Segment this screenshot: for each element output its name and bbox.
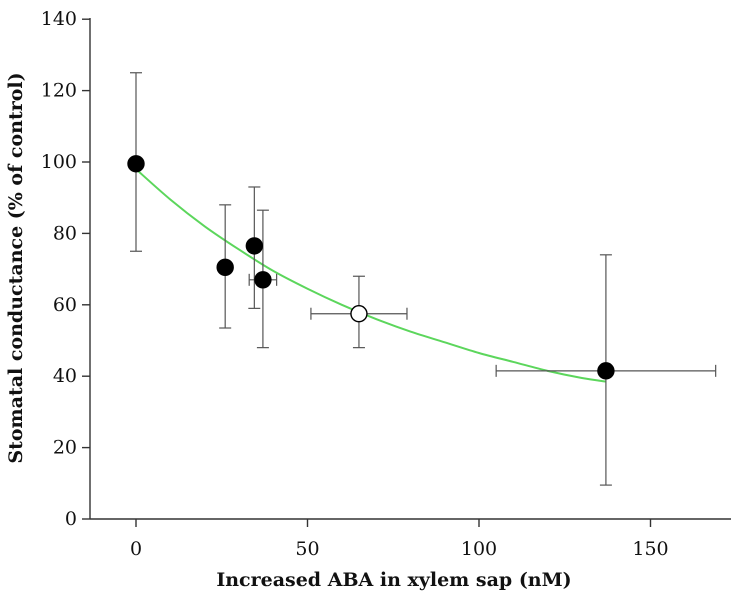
y-tick-label: 80 [53, 222, 77, 244]
y-tick-label: 20 [53, 437, 77, 459]
y-ticks: 0 20 40 60 80 100 120 140 [41, 8, 90, 530]
x-tick-label: 100 [461, 538, 497, 560]
data-point [127, 155, 145, 173]
data-point-open [350, 305, 368, 323]
error-bars [130, 72, 717, 486]
y-tick-label: 0 [65, 508, 77, 530]
x-tick-label: 0 [130, 538, 142, 560]
x-tick-label: 150 [632, 538, 668, 560]
y-tick-label: 140 [41, 8, 77, 30]
y-axis-title: Stomatal conductance (% of control) [5, 72, 27, 463]
fit-curve [135, 168, 607, 383]
data-points [127, 155, 615, 380]
data-point [245, 237, 264, 255]
y-tick-label: 120 [41, 80, 77, 102]
y-tick-label: 100 [41, 151, 77, 173]
axes [89, 18, 731, 520]
y-tick-label: 40 [53, 365, 77, 387]
x-ticks: 0 50 100 150 [130, 519, 669, 560]
data-point [254, 271, 272, 289]
data-point [597, 362, 615, 380]
x-axis-title: Increased ABA in xylem sap (nM) [216, 569, 571, 591]
y-tick-label: 60 [53, 294, 77, 316]
x-tick-label: 50 [295, 538, 319, 560]
data-point [216, 258, 234, 277]
